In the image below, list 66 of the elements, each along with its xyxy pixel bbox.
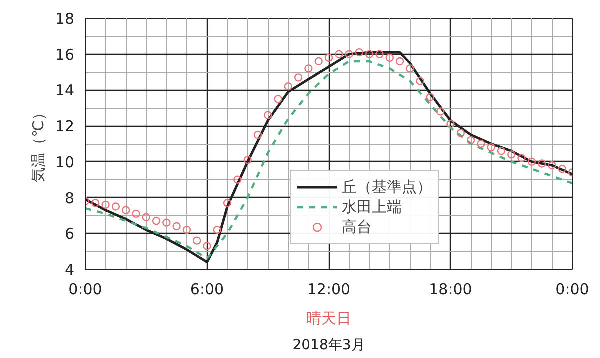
y-tick-label: 6 bbox=[64, 225, 75, 244]
point bbox=[386, 54, 394, 62]
point bbox=[528, 158, 536, 166]
point bbox=[304, 64, 313, 73]
y-tick-label: 14 bbox=[55, 82, 75, 100]
point bbox=[548, 161, 556, 170]
point bbox=[223, 199, 232, 208]
point bbox=[446, 120, 455, 128]
point bbox=[376, 50, 384, 58]
legend-label: 丘（基準点） bbox=[342, 178, 432, 196]
point bbox=[436, 108, 445, 116]
y-tick-label: 16 bbox=[55, 46, 75, 64]
point bbox=[203, 242, 212, 250]
legend-label: 高台 bbox=[342, 218, 372, 236]
point bbox=[142, 213, 150, 222]
point bbox=[244, 156, 252, 164]
point bbox=[152, 217, 161, 226]
point bbox=[406, 64, 414, 73]
point bbox=[355, 48, 364, 57]
point bbox=[324, 54, 334, 62]
point bbox=[213, 226, 222, 234]
point bbox=[477, 140, 486, 148]
point bbox=[193, 236, 202, 245]
point bbox=[314, 57, 323, 66]
point bbox=[538, 160, 546, 168]
point bbox=[132, 210, 140, 218]
point bbox=[416, 77, 424, 86]
y-tick-label: 18 bbox=[55, 10, 75, 28]
point bbox=[345, 50, 354, 58]
point bbox=[264, 111, 272, 120]
x-tick-label: 0:00 bbox=[556, 280, 590, 298]
y-tick-label: 10 bbox=[55, 153, 75, 172]
point bbox=[558, 165, 566, 174]
point bbox=[426, 93, 435, 102]
x-tick-label: 6:00 bbox=[190, 280, 224, 298]
point bbox=[365, 50, 374, 58]
point bbox=[112, 202, 120, 211]
point bbox=[122, 206, 130, 214]
point bbox=[284, 82, 293, 91]
point bbox=[102, 200, 110, 210]
point bbox=[92, 199, 100, 208]
point bbox=[497, 147, 506, 156]
point bbox=[254, 130, 262, 140]
point bbox=[456, 129, 465, 138]
x-axis-title: 晴天日 bbox=[306, 310, 352, 328]
point bbox=[487, 143, 496, 152]
y-tick-label: 8 bbox=[64, 189, 75, 208]
point bbox=[162, 218, 171, 227]
y-axis-title: 気温（℃） bbox=[29, 106, 48, 182]
x-tick-label: 0:00 bbox=[68, 280, 102, 298]
point bbox=[508, 150, 516, 159]
x-tick-label: 18:00 bbox=[429, 280, 472, 298]
point bbox=[182, 226, 192, 234]
point bbox=[172, 222, 181, 231]
text: 2018年3月 bbox=[292, 338, 366, 354]
point bbox=[396, 57, 404, 66]
point bbox=[274, 95, 282, 104]
point bbox=[518, 154, 526, 162]
y-tick-label: 12 bbox=[55, 118, 75, 136]
x-tick-label: 12:00 bbox=[307, 280, 351, 298]
y-tick-label: 4 bbox=[64, 261, 75, 279]
point bbox=[466, 136, 476, 145]
point bbox=[234, 176, 242, 184]
point bbox=[335, 50, 344, 58]
legend-label: 水田上端 bbox=[342, 198, 402, 216]
point bbox=[294, 74, 303, 82]
